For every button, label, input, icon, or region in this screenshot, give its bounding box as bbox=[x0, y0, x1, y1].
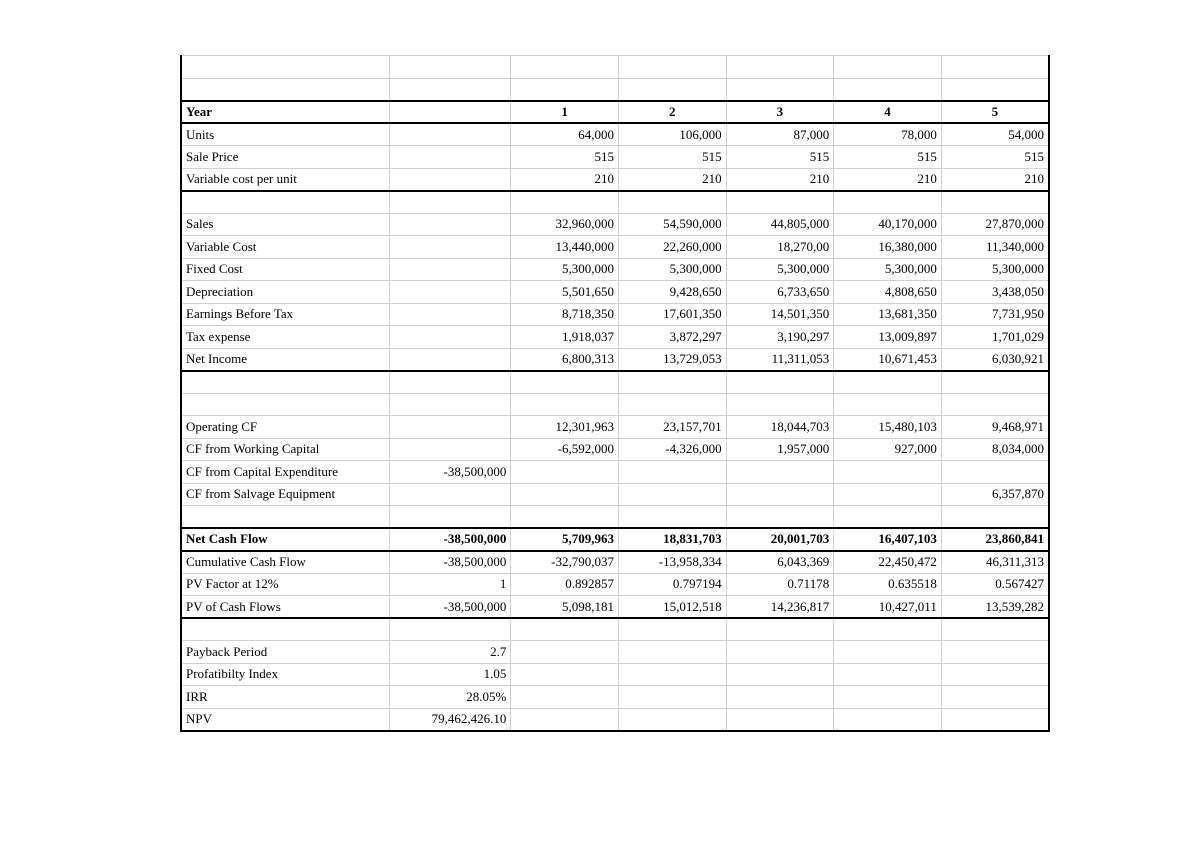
blank-row bbox=[181, 618, 1049, 641]
row-ebt: Earnings Before Tax 8,718,350 17,601,350… bbox=[181, 303, 1049, 326]
label-var-cost-unit: Variable cost per unit bbox=[181, 168, 389, 191]
blank-row bbox=[181, 56, 1049, 79]
units-y4: 78,000 bbox=[834, 123, 942, 146]
header-y4: 4 bbox=[834, 101, 942, 124]
blank-row bbox=[181, 393, 1049, 416]
row-cf-wc: CF from Working Capital -6,592,000 -4,32… bbox=[181, 438, 1049, 461]
header-year: Year bbox=[181, 101, 389, 124]
label-sale-price: Sale Price bbox=[181, 146, 389, 169]
units-y2: 106,000 bbox=[618, 123, 726, 146]
financial-table: Year 1 2 3 4 5 Units 64,000 106,000 87,0… bbox=[180, 55, 1050, 732]
blank-row bbox=[181, 506, 1049, 529]
row-prof-index: Profatibilty Index 1.05 bbox=[181, 663, 1049, 686]
row-cum-cf: Cumulative Cash Flow -38,500,000 -32,790… bbox=[181, 551, 1049, 574]
blank-row bbox=[181, 191, 1049, 214]
row-op-cf: Operating CF 12,301,963 23,157,701 18,04… bbox=[181, 416, 1049, 439]
row-cf-salvage: CF from Salvage Equipment 6,357,870 bbox=[181, 483, 1049, 506]
row-var-cost: Variable Cost 13,440,000 22,260,000 18,2… bbox=[181, 236, 1049, 259]
header-row: Year 1 2 3 4 5 bbox=[181, 101, 1049, 124]
row-tax: Tax expense 1,918,037 3,872,297 3,190,29… bbox=[181, 326, 1049, 349]
units-y5: 54,000 bbox=[941, 123, 1049, 146]
header-y5: 5 bbox=[941, 101, 1049, 124]
blank-row bbox=[181, 78, 1049, 101]
units-y1: 64,000 bbox=[511, 123, 619, 146]
header-y3: 3 bbox=[726, 101, 834, 124]
row-pv-cf: PV of Cash Flows -38,500,000 5,098,181 1… bbox=[181, 596, 1049, 619]
row-payback: Payback Period 2.7 bbox=[181, 641, 1049, 664]
row-sales: Sales 32,960,000 54,590,000 44,805,000 4… bbox=[181, 213, 1049, 236]
header-y0 bbox=[389, 101, 511, 124]
row-ncf: Net Cash Flow -38,500,000 5,709,963 18,8… bbox=[181, 528, 1049, 551]
row-irr: IRR 28.05% bbox=[181, 686, 1049, 709]
units-y3: 87,000 bbox=[726, 123, 834, 146]
row-sale-price: Sale Price 515 515 515 515 515 bbox=[181, 146, 1049, 169]
row-pv-factor: PV Factor at 12% 1 0.892857 0.797194 0.7… bbox=[181, 573, 1049, 596]
row-depreciation: Depreciation 5,501,650 9,428,650 6,733,6… bbox=[181, 281, 1049, 304]
row-cf-capex: CF from Capital Expenditure -38,500,000 bbox=[181, 461, 1049, 484]
blank-row bbox=[181, 371, 1049, 394]
row-npv: NPV 79,462,426.10 bbox=[181, 708, 1049, 731]
row-net-income: Net Income 6,800,313 13,729,053 11,311,0… bbox=[181, 348, 1049, 371]
row-units: Units 64,000 106,000 87,000 78,000 54,00… bbox=[181, 123, 1049, 146]
row-fixed-cost: Fixed Cost 5,300,000 5,300,000 5,300,000… bbox=[181, 258, 1049, 281]
header-y1: 1 bbox=[511, 101, 619, 124]
header-y2: 2 bbox=[618, 101, 726, 124]
label-units: Units bbox=[181, 123, 389, 146]
row-var-cost-unit: Variable cost per unit 210 210 210 210 2… bbox=[181, 168, 1049, 191]
